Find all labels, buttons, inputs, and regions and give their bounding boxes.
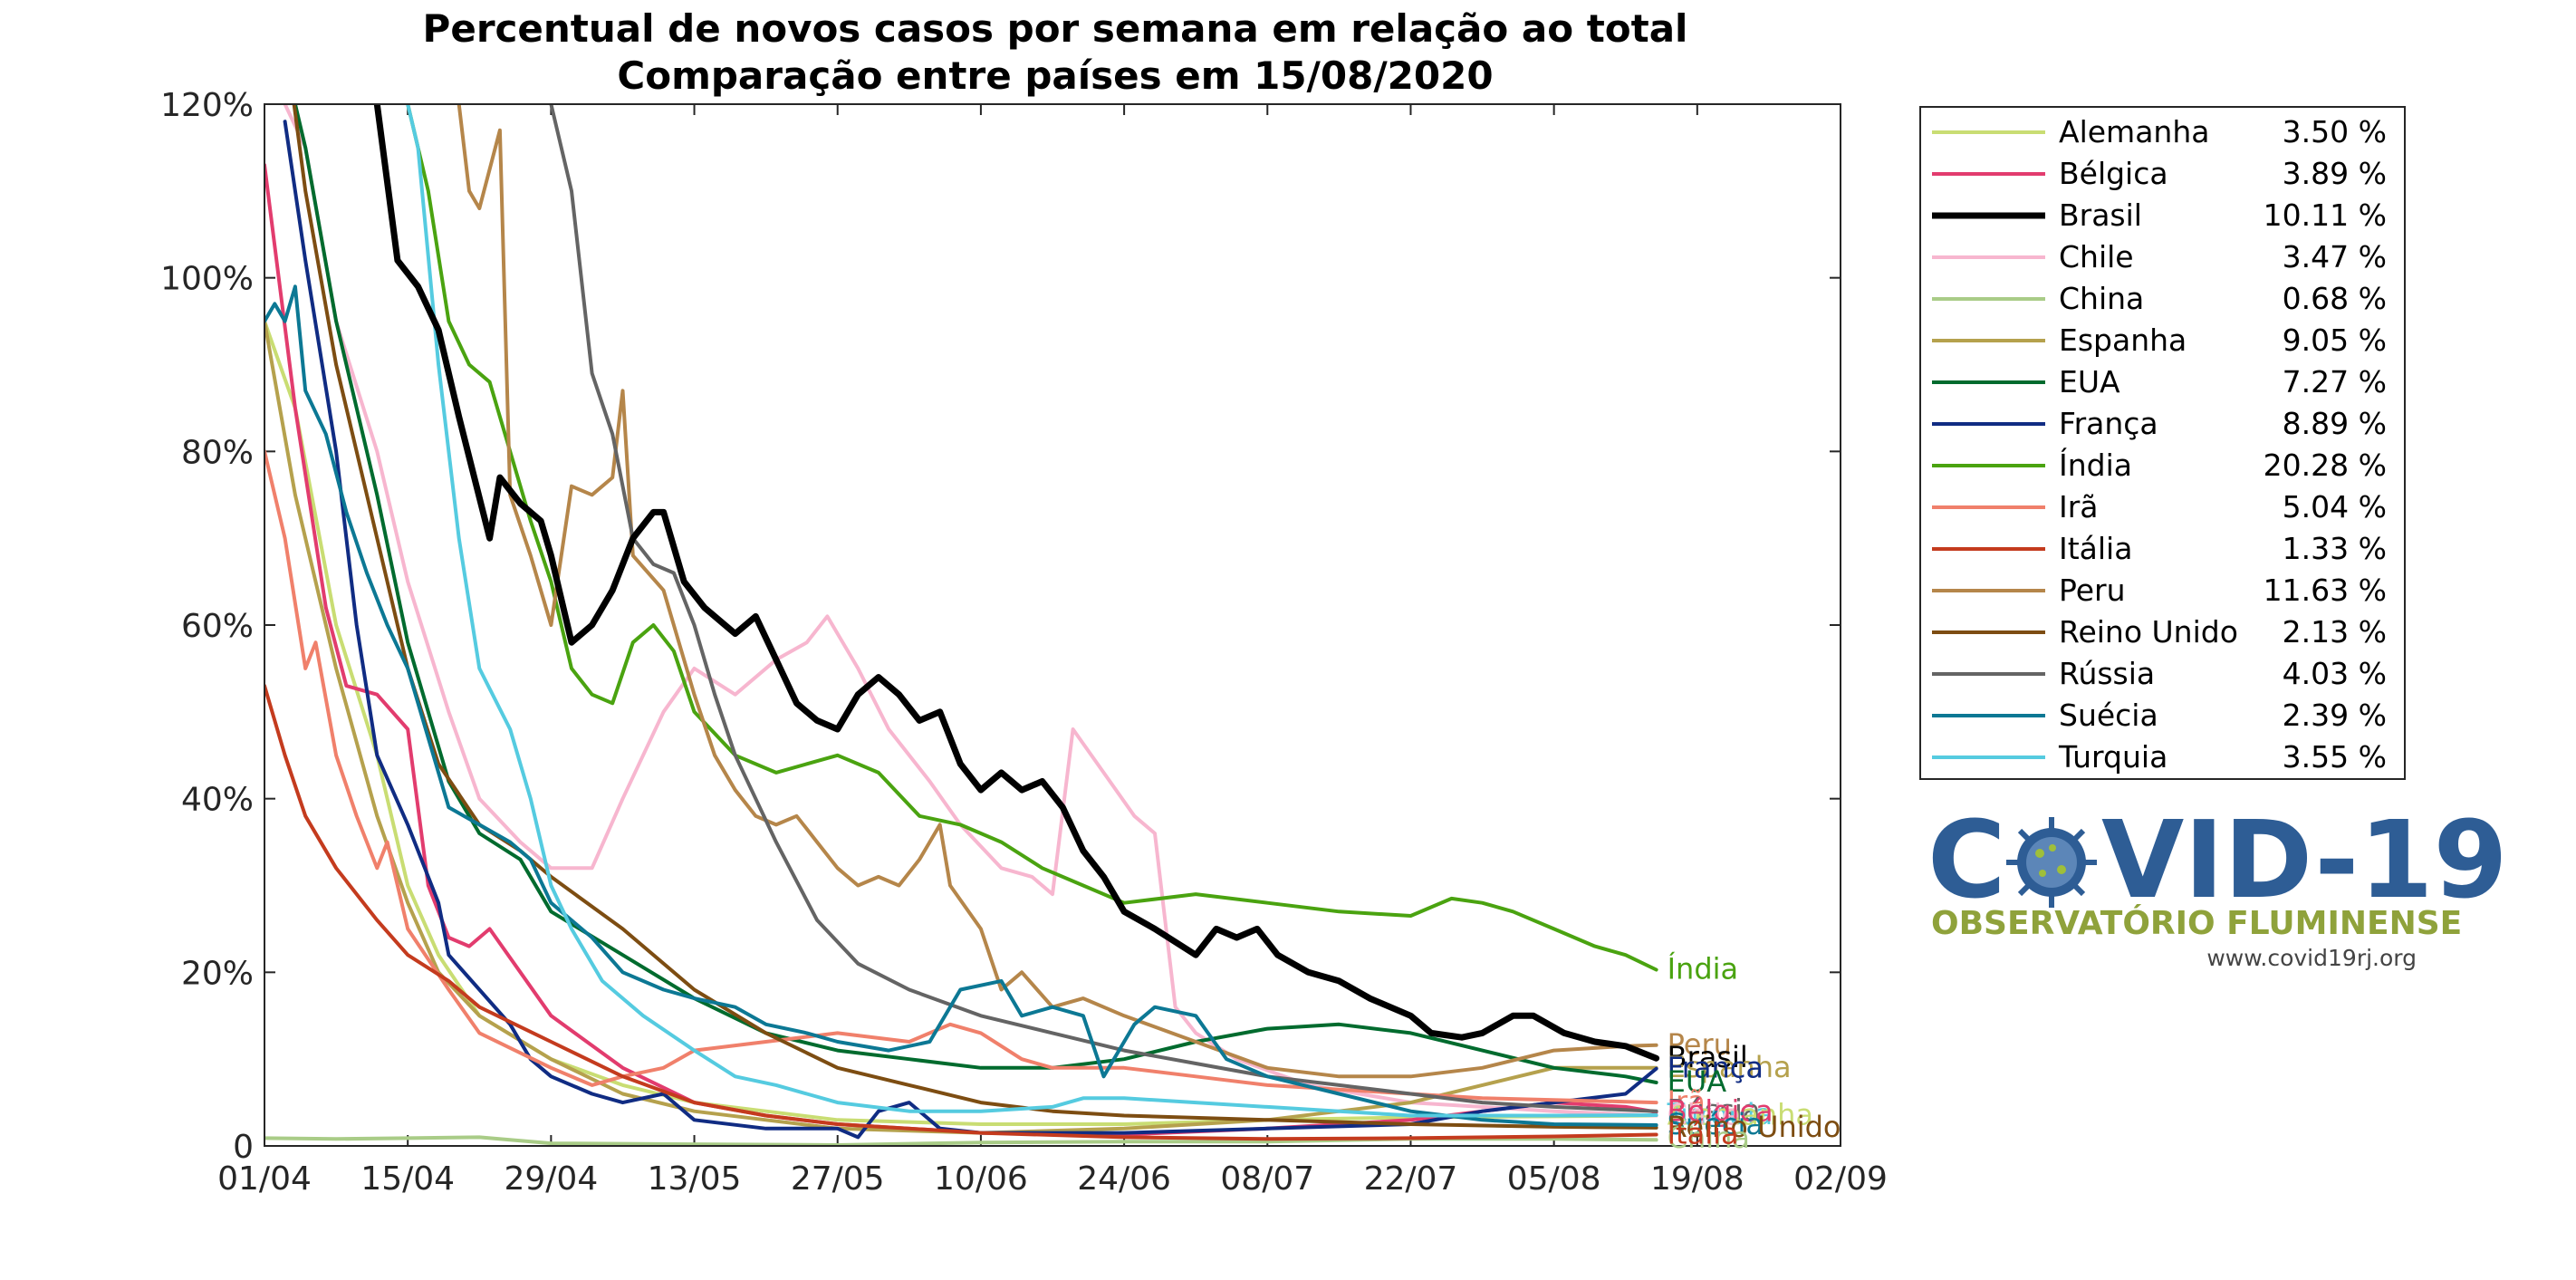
end-label-bélgica: Bélgica: [1668, 1094, 1773, 1129]
series-line-eua: [293, 104, 1658, 1084]
legend-label: Reino Unido: [2059, 614, 2238, 650]
x-tick-label: 05/08: [1507, 1160, 1601, 1198]
y-tick-label: 0: [233, 1129, 254, 1166]
x-tick-label: 27/05: [791, 1160, 885, 1198]
series-line-chile: [283, 104, 1658, 1118]
end-label-turquia: Turquia: [1667, 1097, 1773, 1131]
y-tick-label: 20%: [181, 955, 254, 992]
end-label-itália: Itália: [1668, 1117, 1739, 1151]
end-label-índia: Índia: [1668, 952, 1739, 986]
x-tick-label: 19/08: [1650, 1160, 1745, 1198]
series-line-brasil: [373, 104, 1660, 1062]
legend-value: 8.89 %: [2283, 406, 2387, 441]
end-label-peru: Peru: [1668, 1027, 1732, 1062]
end-label-espanha: Espanha: [1668, 1050, 1792, 1084]
covid-logo: C VID-19 OBSERVATÓRIO FLUMINENSE www.cov…: [1927, 797, 2508, 971]
plot-frame: [264, 103, 1841, 1147]
legend-label: Chile: [2059, 239, 2134, 274]
legend-value: 2.39 %: [2283, 698, 2387, 733]
legend-value: 0.68 %: [2283, 281, 2387, 316]
y-tick-label: 40%: [181, 782, 254, 819]
series-line-índia: [405, 104, 1658, 972]
legend-value: 7.27 %: [2283, 364, 2387, 399]
series-line-reino-unido: [292, 104, 1658, 1130]
end-labels: Índia PeruBrasilEspanhaFrançaEUAIrãRússia…: [1667, 952, 1841, 1156]
legend-value: 20.28 %: [2264, 448, 2387, 483]
series-line-suécia: [264, 284, 1658, 1127]
legend-value: 3.50 %: [2283, 114, 2387, 149]
end-label-suécia: Suécia: [1668, 1107, 1764, 1141]
series-line-rússia: [549, 104, 1658, 1113]
x-tick-label: 13/05: [648, 1160, 742, 1198]
end-label-rússia: Rússia: [1668, 1093, 1761, 1128]
legend-label: Suécia: [2059, 698, 2158, 733]
x-tick-label: 10/06: [934, 1160, 1028, 1198]
series-line-itália: [264, 684, 1658, 1141]
x-tick-label: 22/07: [1364, 1160, 1458, 1198]
legend-value: 5.04 %: [2283, 489, 2387, 525]
legend-value: 11.63 %: [2264, 573, 2387, 608]
legend-box: [1919, 106, 2406, 780]
logo-url: www.covid19rj.org: [2206, 945, 2417, 971]
legend-label: Irã: [2059, 489, 2099, 525]
legend-label: Alemanha: [2059, 114, 2209, 149]
x-tick-label: 08/07: [1220, 1160, 1314, 1198]
legend-value: 3.47 %: [2283, 239, 2387, 274]
logo-letter-c: C: [1927, 797, 2006, 922]
legend-label: França: [2059, 406, 2158, 441]
legend-label: EUA: [2059, 364, 2120, 399]
legend-label: Espanha: [2059, 322, 2187, 358]
series-line-peru: [457, 104, 1658, 1079]
end-label-alemanha: Alemanha: [1668, 1098, 1813, 1132]
series-line-bélgica: [264, 163, 1658, 1137]
y-tick-label: 120%: [160, 87, 254, 124]
legend-label: Brasil: [2059, 197, 2142, 233]
legend-value: 3.55 %: [2283, 739, 2387, 775]
y-tick-label: 60%: [181, 608, 254, 645]
end-label-eua: EUA: [1668, 1064, 1727, 1099]
y-tick-label: 80%: [181, 434, 254, 471]
legend-value: 9.05 %: [2283, 322, 2387, 358]
series-line-espanha: [264, 319, 1658, 1135]
legend-label: Peru: [2059, 573, 2126, 608]
legend-value: 3.89 %: [2283, 156, 2387, 191]
legend-value: 1.33 %: [2283, 531, 2387, 566]
y-tick-label: 100%: [160, 261, 254, 298]
legend-label: Índia: [2059, 447, 2132, 483]
axes: 01/04 15/04 29/04 13/05 27/05 10/06 24/06 08/07…: [160, 87, 1888, 1198]
legend: Alemanha 3.50 % Bélgica 3.89 % Brasil 10.11 %…: [1919, 106, 2406, 780]
x-tick-label: 24/06: [1077, 1160, 1171, 1198]
legend-label: Itália: [2059, 531, 2132, 566]
logo-subtitle: OBSERVATÓRIO FLUMINENSE: [1931, 904, 2462, 942]
logo-letters-vid: VID-19: [2101, 797, 2508, 922]
virus-icon: [2006, 817, 2097, 908]
series-lines: [264, 104, 1660, 1146]
x-tick-label: 01/04: [217, 1160, 312, 1198]
chart-title: Percentual de novos casos por semana em …: [423, 6, 1688, 51]
legend-label: Bélgica: [2059, 156, 2168, 191]
series-line-frança: [283, 120, 1658, 1140]
end-label-irã: Irã: [1668, 1084, 1706, 1119]
end-label-brasil: Brasil: [1668, 1040, 1748, 1074]
legend-value: 4.03 %: [2283, 656, 2387, 691]
series-line-turquia: [406, 104, 1658, 1118]
legend-label: Turquia: [2058, 739, 2167, 775]
legend-value: 10.11 %: [2264, 197, 2387, 233]
legend-label: Rússia: [2059, 656, 2155, 691]
end-label-frança: França: [1668, 1051, 1764, 1085]
x-tick-label: 02/09: [1793, 1160, 1888, 1198]
chart-subtitle: Comparação entre países em 15/08/2020: [617, 53, 1493, 98]
legend-value: 2.13 %: [2283, 614, 2387, 650]
end-label-chile: Chile: [1668, 1098, 1740, 1132]
logo-title: C VID-19: [1927, 797, 2508, 922]
legend-label: China: [2059, 281, 2144, 316]
end-label-reino-unido: Reino Unido: [1668, 1110, 1841, 1144]
x-tick-label: 29/04: [504, 1160, 598, 1198]
x-tick-label: 15/04: [360, 1160, 455, 1198]
end-label-china: China: [1668, 1121, 1750, 1155]
